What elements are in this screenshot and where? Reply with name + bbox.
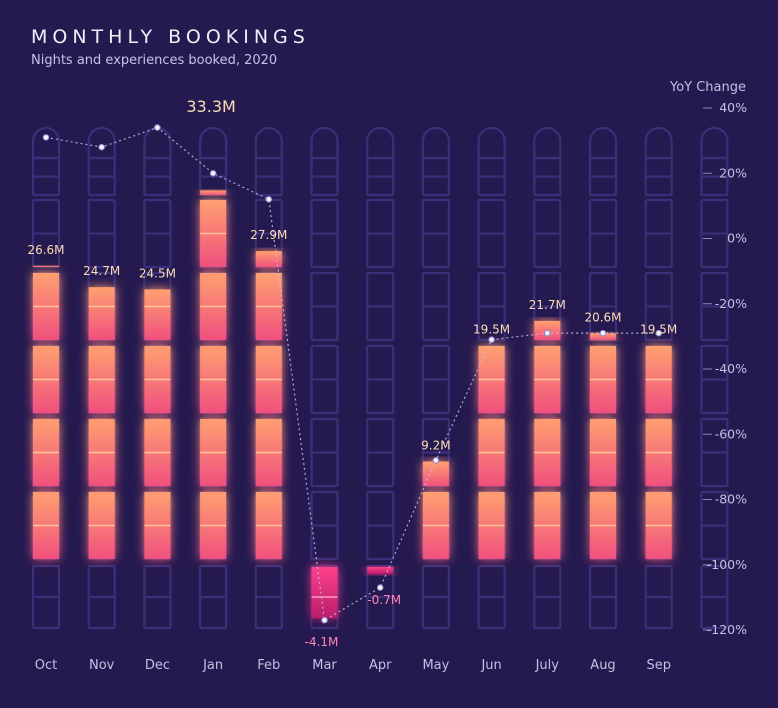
bar-nov — [88, 287, 115, 559]
bar-sep — [645, 346, 672, 559]
window-arch — [199, 126, 228, 160]
window-arch — [31, 126, 61, 160]
x-tick-label-may: May — [422, 658, 449, 673]
yoy-point-aug — [599, 329, 607, 337]
value-label-apr: -0.7M — [367, 593, 401, 607]
yoy-point-feb — [265, 196, 273, 203]
x-tick-label-nov: Nov — [89, 658, 115, 673]
window-arch — [421, 126, 450, 160]
bar-segment-negative — [311, 567, 338, 619]
bar-segment-negative — [367, 567, 394, 575]
x-tick-label-dec: Dec — [145, 658, 170, 673]
x-tick-label-jan: Jan — [202, 658, 223, 673]
y2-axis-label: YoY Change — [669, 80, 746, 95]
yoy-point-apr — [376, 584, 384, 591]
window-arch — [310, 126, 339, 160]
y2-tick-label: -100% — [707, 557, 747, 572]
bar-aug — [590, 333, 616, 559]
bar-jan — [200, 190, 227, 559]
value-label-mar: -4.1M — [305, 635, 339, 649]
x-tick-label-july: July — [535, 658, 560, 673]
x-tick-label-jun: Jun — [480, 658, 501, 673]
y2-tick-label: -40% — [715, 361, 747, 376]
y2-tick-label: 0% — [727, 231, 747, 246]
window-arch — [644, 126, 673, 160]
value-label-feb: 27.9M — [250, 228, 287, 242]
bar-mar — [311, 567, 338, 619]
chart-title: MONTHLY BOOKINGS — [31, 26, 310, 48]
value-label-jun: 19.5M — [473, 323, 510, 337]
yoy-point-sep — [655, 329, 663, 337]
yoy-point-mar — [321, 616, 328, 624]
window-arch — [143, 126, 172, 160]
bar-segment — [255, 251, 282, 267]
bar-segment — [33, 265, 59, 267]
y2-tick-label: 20% — [719, 165, 747, 180]
x-tick-label-oct: Oct — [35, 658, 57, 673]
value-label-oct: 26.6M — [27, 243, 64, 257]
x-tick-label-feb: Feb — [257, 658, 280, 673]
x-tick-label-sep: Sep — [646, 658, 671, 673]
yoy-point-oct — [42, 134, 50, 141]
chart-subtitle: Nights and experiences booked, 2020 — [31, 53, 278, 68]
yoy-point-jan — [209, 169, 217, 177]
value-label-aug: 20.6M — [584, 310, 621, 324]
window-arch — [366, 126, 395, 160]
bar-oct — [33, 265, 59, 559]
bar-dec — [144, 289, 171, 559]
value-label-jan: 33.3M — [186, 97, 235, 116]
value-label-nov: 24.7M — [83, 264, 120, 278]
bar-value-labels: 26.6M 24.7M 24.5M 33.3M 27.9M -4.1M -0.7M 9.2M 1… — [27, 97, 677, 649]
bar-july — [534, 320, 561, 559]
yoy-line — [45, 126, 659, 622]
bar-segment — [144, 289, 171, 340]
y2-tick-label: -60% — [715, 426, 747, 441]
bar-segment — [88, 287, 115, 340]
window-arch — [588, 126, 618, 160]
window-arch — [700, 126, 729, 160]
building-windows — [31, 126, 729, 630]
right-axis: YoY Change 40% 20% 0% -20% -40% -60% -80% -100% -… — [669, 80, 747, 637]
value-label-july: 21.7M — [529, 298, 566, 312]
bar-segment — [422, 461, 449, 486]
yoy-point-nov — [98, 143, 105, 151]
value-label-sep: 19.5M — [640, 323, 677, 337]
window-arch — [87, 126, 116, 160]
x-tick-label-mar: Mar — [312, 658, 337, 673]
y2-tick-label: -80% — [715, 492, 747, 507]
bar-series — [33, 190, 672, 619]
bar-apr — [367, 567, 394, 575]
x-tick-label-aug: Aug — [590, 658, 615, 673]
yoy-point-may — [432, 457, 440, 464]
bar-feb — [255, 251, 282, 559]
x-tick-label-apr: Apr — [369, 658, 392, 673]
yoy-point-july — [544, 329, 551, 337]
value-label-may: 9.2M — [421, 439, 450, 453]
bar-jun — [478, 346, 505, 559]
value-label-dec: 24.5M — [139, 266, 176, 280]
yoy-point-jun — [488, 336, 495, 343]
bar-segment — [590, 333, 616, 340]
window-arch — [533, 126, 562, 160]
y2-tick-label: -20% — [715, 296, 747, 311]
bar-segment — [200, 190, 227, 195]
y2-tick-label: 40% — [719, 100, 747, 115]
yoy-line-series — [42, 124, 663, 624]
x-axis: Oct Nov Dec Jan Feb Mar Apr May Jun July Aug Sep — [35, 658, 671, 673]
window-arch — [254, 126, 283, 160]
y2-tick-label: -120% — [707, 622, 747, 637]
bar-may — [422, 461, 449, 559]
yoy-point-dec — [154, 124, 161, 131]
window-arch — [477, 126, 506, 160]
